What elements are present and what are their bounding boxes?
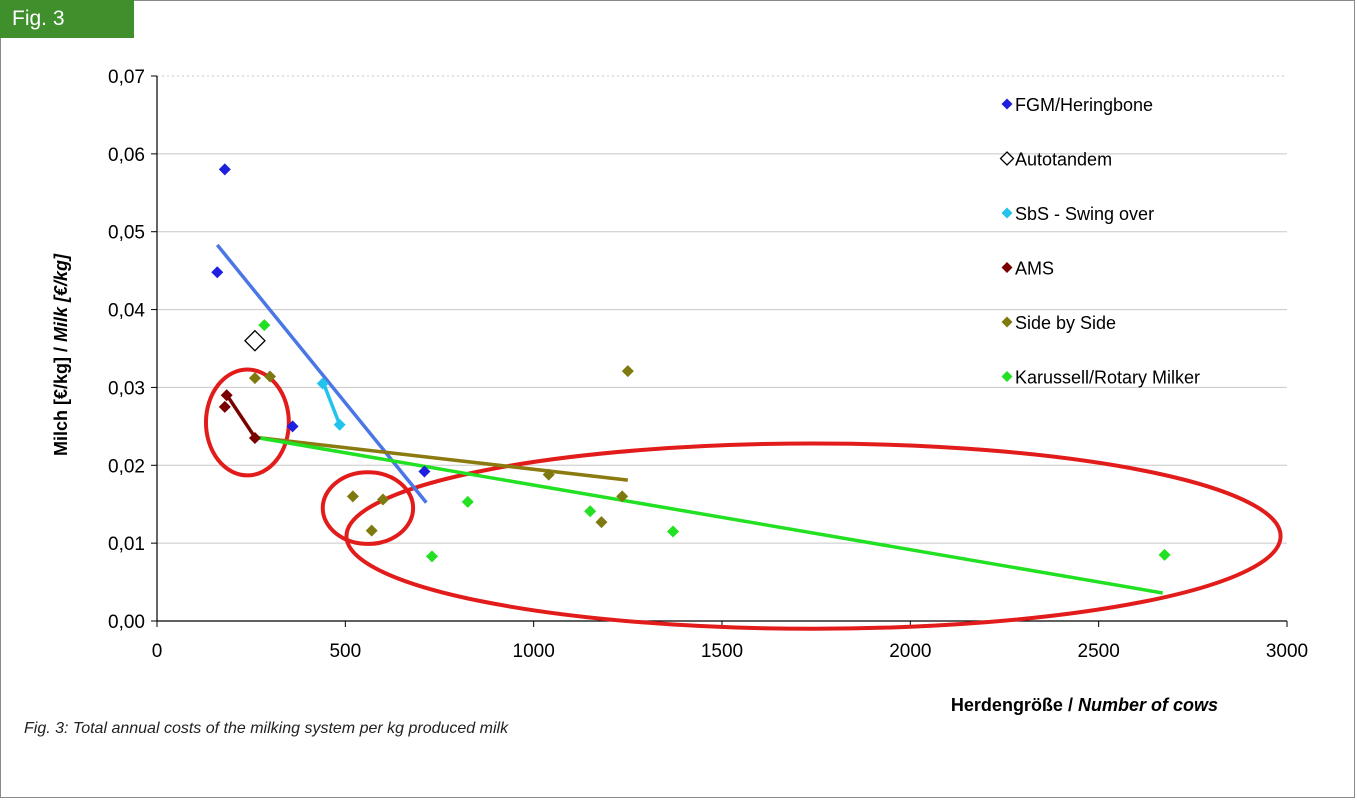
- x-tick-label-6: 3000: [1266, 641, 1308, 662]
- x-tick-label-3: 1500: [701, 641, 743, 662]
- legend-label-1: Autotandem: [1015, 150, 1112, 170]
- y-tick-label-1: 0,01: [108, 534, 145, 555]
- trendlines: [215, 243, 1163, 595]
- ams-cluster-ellipse: [203, 367, 291, 478]
- point-series4-6: [595, 516, 608, 529]
- point-series4-0: [248, 372, 261, 385]
- legend-marker-0: [1001, 98, 1013, 110]
- point-series4-3: [365, 524, 378, 537]
- point-series3-1: [218, 400, 231, 413]
- point-series3-2: [248, 432, 261, 445]
- y-tick-label-7: 0,07: [108, 67, 145, 88]
- x-tick-label-1: 500: [329, 641, 361, 662]
- point-series4-4: [377, 493, 389, 506]
- legend-label-0: FGM/Heringbone: [1015, 95, 1153, 115]
- x-axis-title-italic: Number of cows: [1078, 695, 1218, 715]
- legend-label-2: SbS - Swing over: [1015, 204, 1154, 224]
- point-series0-0: [218, 163, 231, 176]
- point-series4-1: [264, 370, 276, 383]
- x-axis-title-main: Herdengröße /: [951, 695, 1073, 715]
- y-tick-label-0: 0,00: [108, 612, 145, 633]
- y-tick-label-2: 0,02: [108, 456, 145, 477]
- legend-marker-1: [999, 151, 1015, 166]
- trendline-3: [254, 435, 629, 482]
- x-tick-label-4: 2000: [889, 641, 931, 662]
- x-axis-title: Herdengröße / Number of cows: [951, 695, 1218, 715]
- point-series5-5: [1158, 548, 1171, 561]
- y-tick-label-5: 0,05: [108, 223, 145, 244]
- point-series3-0: [220, 389, 233, 402]
- figure-caption: Fig. 3: Total annual costs of the milkin…: [24, 720, 509, 737]
- x-tick-label-2: 1000: [513, 641, 555, 662]
- figure-tag: Fig. 3: [0, 0, 134, 38]
- legend-label-3: AMS: [1015, 259, 1054, 279]
- point-series4-7: [616, 490, 629, 503]
- y-axis-title-main: Milch [€/kg] /: [51, 347, 71, 456]
- legend-label-4: Side by Side: [1015, 313, 1116, 333]
- point-series2-1: [333, 418, 346, 431]
- x-axis-ticks: 0 500 1000 1500 2000 2500 3000: [152, 621, 1308, 662]
- y-axis-ticks: 0,00 0,01 0,02 0,03 0,04 0,05 0,06 0,07: [108, 67, 157, 633]
- y-tick-label-3: 0,03: [108, 378, 145, 399]
- y-tick-label-6: 0,06: [108, 145, 145, 166]
- y-axis-title-italic: Milk [€/kg]: [51, 253, 71, 342]
- x-tick-label-0: 0: [152, 641, 163, 662]
- x-tick-label-5: 2500: [1078, 641, 1120, 662]
- annotation-ellipses: [203, 367, 1283, 631]
- point-series0-3: [418, 465, 431, 478]
- point-series2-0: [316, 377, 329, 390]
- y-axis-title: Milch [€/kg] / Milk [€/kg]: [51, 253, 71, 456]
- grid-lines: [157, 75, 1287, 544]
- point-series5-1: [425, 550, 438, 563]
- point-series1-0: [244, 329, 266, 352]
- legend-marker-4: [1001, 316, 1013, 328]
- sbs-small-cluster-ellipse: [320, 470, 416, 546]
- point-series0-2: [286, 420, 299, 433]
- point-series4-2: [346, 490, 359, 503]
- point-series5-2: [461, 495, 474, 508]
- trendline-4: [254, 435, 1163, 595]
- data-points: [211, 163, 1171, 563]
- point-series4-5: [542, 468, 555, 481]
- legend-label-5: Karussell/Rotary Milker: [1015, 368, 1200, 388]
- point-series5-4: [667, 525, 680, 538]
- legend-marker-5: [1001, 371, 1013, 382]
- point-series4-8: [621, 365, 634, 378]
- legend-marker-2: [1001, 207, 1013, 219]
- point-series5-0: [258, 319, 271, 332]
- point-series0-1: [211, 266, 224, 279]
- large-herd-ellipse: [344, 441, 1283, 631]
- trendline-0: [215, 243, 428, 504]
- point-series5-3: [584, 505, 597, 518]
- y-tick-label-4: 0,04: [108, 301, 145, 322]
- trendline-2: [224, 392, 257, 439]
- legend-marker-3: [1001, 262, 1013, 273]
- legend: FGM/Heringbone Autotandem SbS - Swing over…: [999, 95, 1200, 388]
- trendline-1: [321, 380, 342, 426]
